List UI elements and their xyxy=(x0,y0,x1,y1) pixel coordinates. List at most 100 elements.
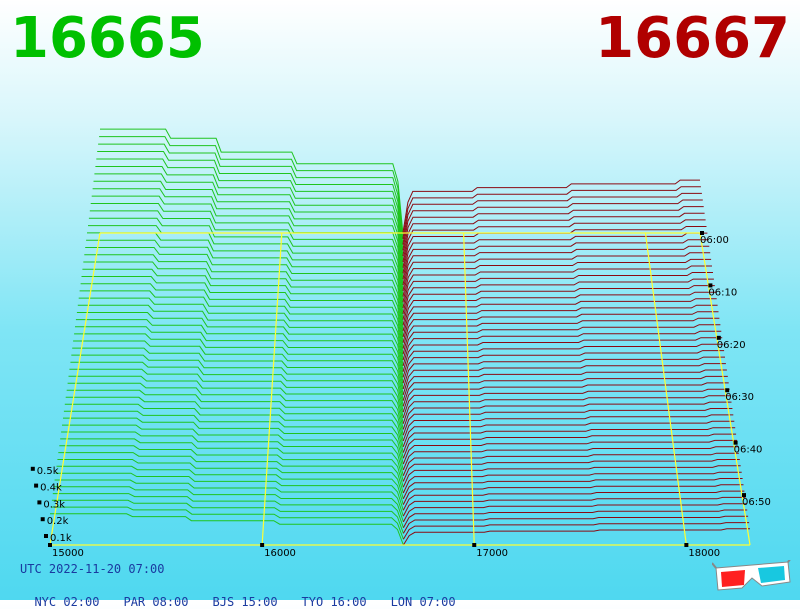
bid-depth-line xyxy=(85,247,404,326)
bid-depth-line xyxy=(63,410,404,459)
bid-depth-line xyxy=(78,297,404,366)
x-tick-mark xyxy=(260,543,265,547)
ask-depth-line xyxy=(402,446,738,471)
bid-depth-line xyxy=(96,158,404,257)
bid-depth-line xyxy=(97,151,404,251)
right-axis-line xyxy=(699,232,751,546)
bid-depth-line xyxy=(89,210,404,297)
bid-depth-line xyxy=(75,326,404,390)
bid-depth-line xyxy=(99,136,404,239)
bid-depth-line xyxy=(50,513,404,546)
bid-depth-line xyxy=(52,493,404,528)
x-tick-label: 16000 xyxy=(264,548,296,559)
bid-depth-line xyxy=(94,173,404,268)
ask-depth-line xyxy=(402,258,712,303)
bid-depth-line xyxy=(82,268,404,343)
ask-depth-line xyxy=(402,490,745,511)
time-tick-label: 06:10 xyxy=(708,287,737,298)
depth-chart: 15000 16000 17000 18000 0.1k 0.2k 0.3k 0.4k 0.5k… xyxy=(30,128,771,559)
bid-depth-line xyxy=(98,143,404,245)
bid-depth-line xyxy=(58,452,404,494)
ask-depth-line xyxy=(402,369,727,401)
time-tick-label: 06:40 xyxy=(734,445,763,456)
ask-depth-line xyxy=(402,252,711,297)
ask-depth-line xyxy=(402,528,750,546)
bid-depth-line xyxy=(74,333,404,395)
x-tick-mark xyxy=(684,543,689,547)
x-tick-mark xyxy=(472,543,477,547)
ask-depth-line xyxy=(402,304,718,343)
ask-depth-line xyxy=(402,408,733,436)
ask-depth-line xyxy=(402,186,701,239)
ask-depth-line xyxy=(402,298,717,338)
bid-depth-line xyxy=(76,312,404,378)
bid-depth-line xyxy=(72,347,404,407)
ask-depth-line xyxy=(402,515,749,534)
bid-depth-line xyxy=(71,354,404,413)
city-time-tyo: TYO 16:00 xyxy=(301,595,367,609)
ask-price: 16667 xyxy=(595,6,790,71)
left-axis-line xyxy=(49,232,101,546)
ask-depth-line xyxy=(402,471,742,494)
ask-depth-line xyxy=(402,206,704,257)
x-tick-mark xyxy=(48,543,52,547)
ask-depth-line xyxy=(402,414,734,442)
ask-depth-series xyxy=(402,179,750,546)
ask-depth-line xyxy=(402,496,746,517)
bid-depth-line xyxy=(61,431,404,476)
utc-time: UTC 2022-11-20 07:00 xyxy=(20,562,165,576)
ask-depth-line xyxy=(402,232,708,280)
ask-depth-line xyxy=(402,452,739,476)
bid-depth-line xyxy=(68,375,404,430)
time-tick-mark xyxy=(716,335,721,340)
bid-depth-line xyxy=(100,128,404,234)
bid-depth-series xyxy=(50,128,404,546)
volume-tick-mark xyxy=(30,466,35,471)
bid-depth-line xyxy=(51,499,404,534)
x-grid-line xyxy=(261,232,283,546)
time-tick-mark xyxy=(700,231,704,235)
3d-glasses-icon[interactable] xyxy=(711,557,792,598)
ask-depth-line xyxy=(402,401,732,430)
time-tick-label: 06:20 xyxy=(717,340,746,351)
x-tick-label: 18000 xyxy=(688,548,720,559)
city-time-nyc: NYC 02:00 xyxy=(34,595,100,609)
bid-depth-line xyxy=(86,239,404,320)
bid-depth-line xyxy=(70,361,404,418)
bid-price: 16665 xyxy=(10,6,205,71)
ask-depth-line xyxy=(402,427,736,453)
bid-depth-line xyxy=(54,479,404,517)
bid-depth-line xyxy=(88,225,404,309)
ask-depth-line xyxy=(402,509,748,528)
bid-depth-line xyxy=(56,465,404,505)
ask-depth-line xyxy=(402,363,726,395)
ask-depth-line xyxy=(402,478,743,500)
city-times: NYC 02:00 PAR 08:00 BJS 15:00 TYO 16:00 LON … xyxy=(20,581,480,609)
chart-grid xyxy=(49,232,751,546)
bid-depth-line xyxy=(83,261,404,338)
time-tick-label: 06:50 xyxy=(742,497,771,508)
bid-depth-line xyxy=(92,188,404,280)
ask-depth-line xyxy=(402,239,709,286)
bid-depth-line xyxy=(80,283,404,355)
ask-depth-line xyxy=(402,278,714,320)
ask-depth-line xyxy=(402,356,725,390)
bid-depth-line xyxy=(53,486,404,523)
ask-depth-line xyxy=(402,291,716,332)
ask-depth-line xyxy=(402,503,747,523)
ask-depth-line xyxy=(402,337,723,372)
bid-depth-line xyxy=(88,217,404,303)
ask-depth-line xyxy=(402,395,731,424)
volume-tick-mark xyxy=(37,500,42,505)
bid-depth-line xyxy=(69,368,404,424)
bid-depth-line xyxy=(91,195,404,286)
bid-depth-line xyxy=(93,180,404,274)
ask-depth-line xyxy=(402,192,702,245)
ask-depth-line xyxy=(402,272,713,315)
ask-depth-line xyxy=(402,484,744,505)
volume-tick-mark xyxy=(34,483,39,488)
bid-depth-line xyxy=(67,382,404,436)
ask-depth-line xyxy=(402,382,729,413)
time-tick-mark xyxy=(733,440,738,445)
ask-depth-line xyxy=(402,219,706,268)
